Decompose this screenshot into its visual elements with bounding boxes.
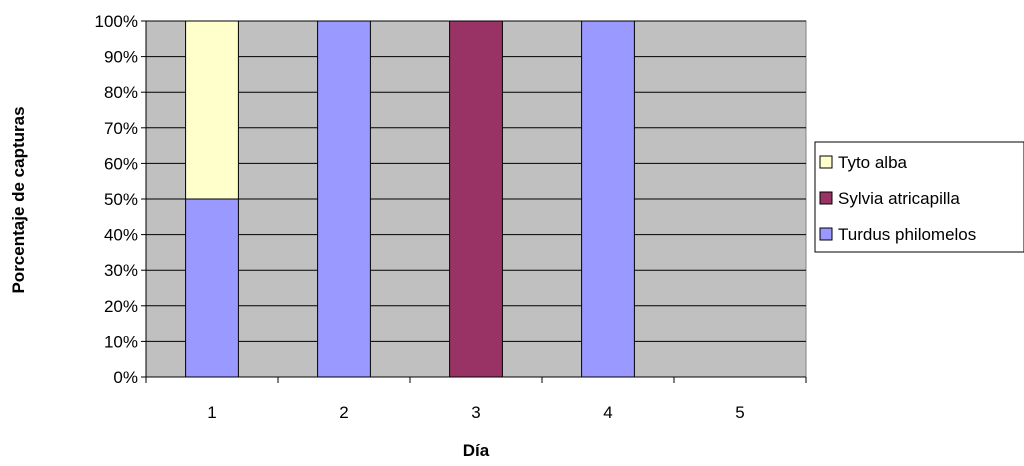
x-tick-label: 2 [339,403,348,422]
legend-label: Tyto alba [838,153,908,172]
y-tick-label: 10% [104,332,138,351]
y-tick-label: 0% [113,368,138,387]
bar-segment [185,20,239,200]
x-tick-label: 3 [471,403,480,422]
x-axis-title: Día [463,441,490,460]
x-tick-label: 4 [603,403,612,422]
legend: Tyto alba Sylvia atricapilla Turdus philom… [814,141,1024,253]
bar-segment [317,20,371,378]
y-tick-label: 30% [104,261,138,280]
x-tick-label: 5 [735,403,744,422]
legend-swatch [819,155,833,169]
bar-segment [185,198,239,378]
y-tick-label: 50% [104,190,138,209]
legend-box [814,141,1024,253]
legend-label: Turdus philomelos [838,225,976,244]
y-tick-label: 90% [104,48,138,67]
y-tick-label: 60% [104,154,138,173]
y-tick-label: 40% [104,226,138,245]
y-tick-label: 80% [104,83,138,102]
legend-swatch [819,191,833,205]
axes: 0% 10% 20% 30% 40% 50% 60% 70% 80% 90% 100% 1 2 3 4 5 [95,12,807,422]
y-tick-label: 20% [104,297,138,316]
legend-label: Sylvia atricapilla [838,189,960,208]
bar-segment [581,20,635,378]
bar-segment [449,20,503,378]
bars [185,20,635,378]
y-tick-label: 70% [104,119,138,138]
x-tick-label: 1 [207,403,216,422]
y-axis-title: Porcentaje de capturas [9,106,28,293]
legend-swatch [819,227,833,241]
y-tick-label: 100% [95,12,138,31]
